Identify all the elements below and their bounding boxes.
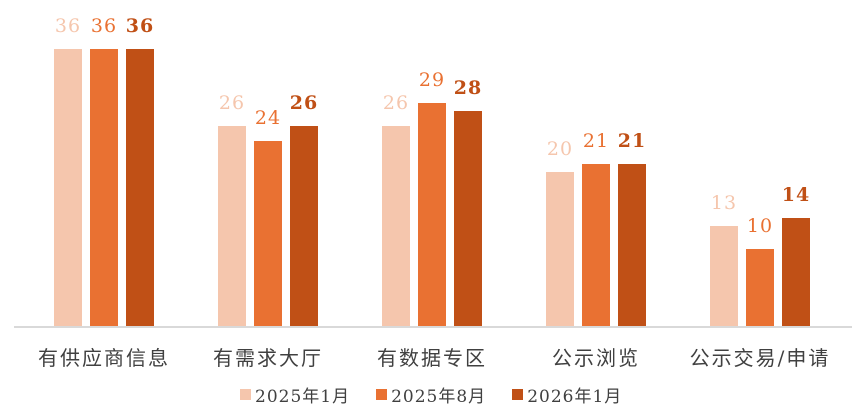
legend-label: 2025年8月 <box>391 387 487 407</box>
bar <box>418 102 446 326</box>
data-label: 36 <box>125 15 155 37</box>
data-label: 24 <box>254 107 282 130</box>
bar <box>582 164 610 326</box>
bar <box>218 125 246 326</box>
bar <box>126 49 154 326</box>
data-label: 29 <box>418 68 446 91</box>
data-label: 26 <box>289 91 319 114</box>
data-label: 13 <box>710 191 738 214</box>
category-label: 有需求大厅 <box>213 346 323 370</box>
legend-swatch-icon <box>240 389 251 400</box>
bar <box>382 125 410 326</box>
data-label: 36 <box>54 15 82 37</box>
bar <box>254 141 282 326</box>
data-label: 26 <box>382 91 410 114</box>
category-label: 公示浏览 <box>552 346 640 370</box>
legend-label: 2025年1月 <box>255 387 351 407</box>
category-label: 公示交易/申请 <box>689 346 831 370</box>
x-axis-line <box>14 326 852 328</box>
category-label: 有供应商信息 <box>38 346 170 370</box>
legend-item: 2025年1月 <box>240 382 350 407</box>
legend-swatch-icon <box>512 389 524 400</box>
bar <box>454 110 482 326</box>
legend-item: 2025年8月 <box>376 382 486 407</box>
legend: 2025年1月 2025年8月 2026年1月 <box>240 382 622 407</box>
legend-item: 2026年1月 <box>512 382 622 407</box>
bar <box>54 49 82 326</box>
category-label: 有数据专区 <box>377 346 487 370</box>
legend-swatch-icon <box>376 389 388 400</box>
bar <box>618 164 646 326</box>
data-label: 21 <box>582 130 610 153</box>
data-label: 14 <box>781 184 811 207</box>
data-label: 36 <box>90 15 118 37</box>
bar <box>782 218 810 326</box>
data-label: 26 <box>218 91 246 114</box>
data-label: 28 <box>453 76 483 99</box>
data-label: 21 <box>617 130 647 153</box>
bar <box>546 172 574 326</box>
legend-label: 2026年1月 <box>527 387 623 407</box>
bar <box>746 249 774 326</box>
data-label: 10 <box>746 215 774 238</box>
data-label: 20 <box>546 138 574 161</box>
bar <box>710 225 738 326</box>
bar <box>290 125 318 326</box>
bar <box>90 49 118 326</box>
